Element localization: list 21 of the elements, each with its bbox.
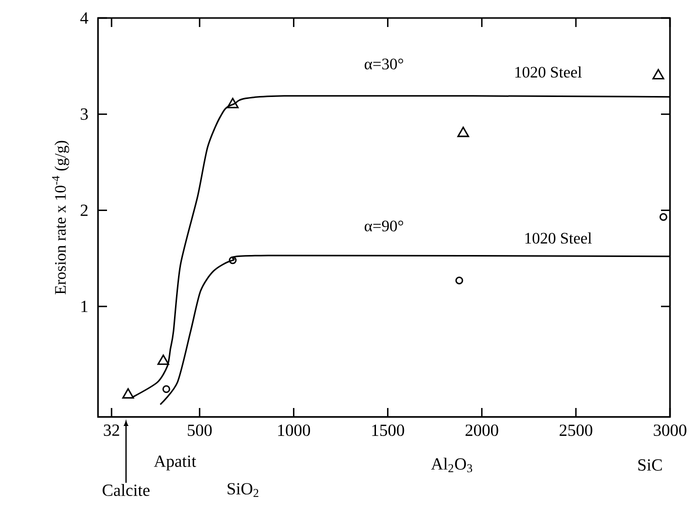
y-tick-label: 3: [80, 108, 88, 120]
annotation: 1020 Steel: [515, 66, 582, 78]
y-tick-label: 2: [80, 204, 88, 216]
annotation: α=30°: [364, 58, 404, 70]
y-tick-label: 1: [81, 300, 88, 312]
x-tick-label: 2500: [560, 424, 592, 436]
annotation: α=90°: [364, 220, 404, 232]
annotation: 1020 Steel: [525, 232, 592, 244]
text: SiC: [638, 459, 662, 471]
y-axis-title: Erosion rate x 10$^{-4}$ (g/g): [52, 140, 70, 294]
x-tick-label: 32: [104, 424, 120, 436]
x-tick-label: 1500: [372, 424, 404, 436]
y-tick-label: 4: [80, 12, 88, 24]
x-tick-label: 1000: [278, 424, 310, 436]
x-tick-label: 3000: [654, 424, 686, 436]
x-tick-label: 500: [188, 424, 212, 436]
x-tick-label: 2000: [466, 424, 498, 436]
text: SiO$_{2}$: [228, 483, 258, 497]
text: Al$_{2}$O$_{3}$: [431, 458, 472, 472]
text: Calcite: [102, 484, 150, 496]
text: Apatit: [154, 456, 196, 470]
